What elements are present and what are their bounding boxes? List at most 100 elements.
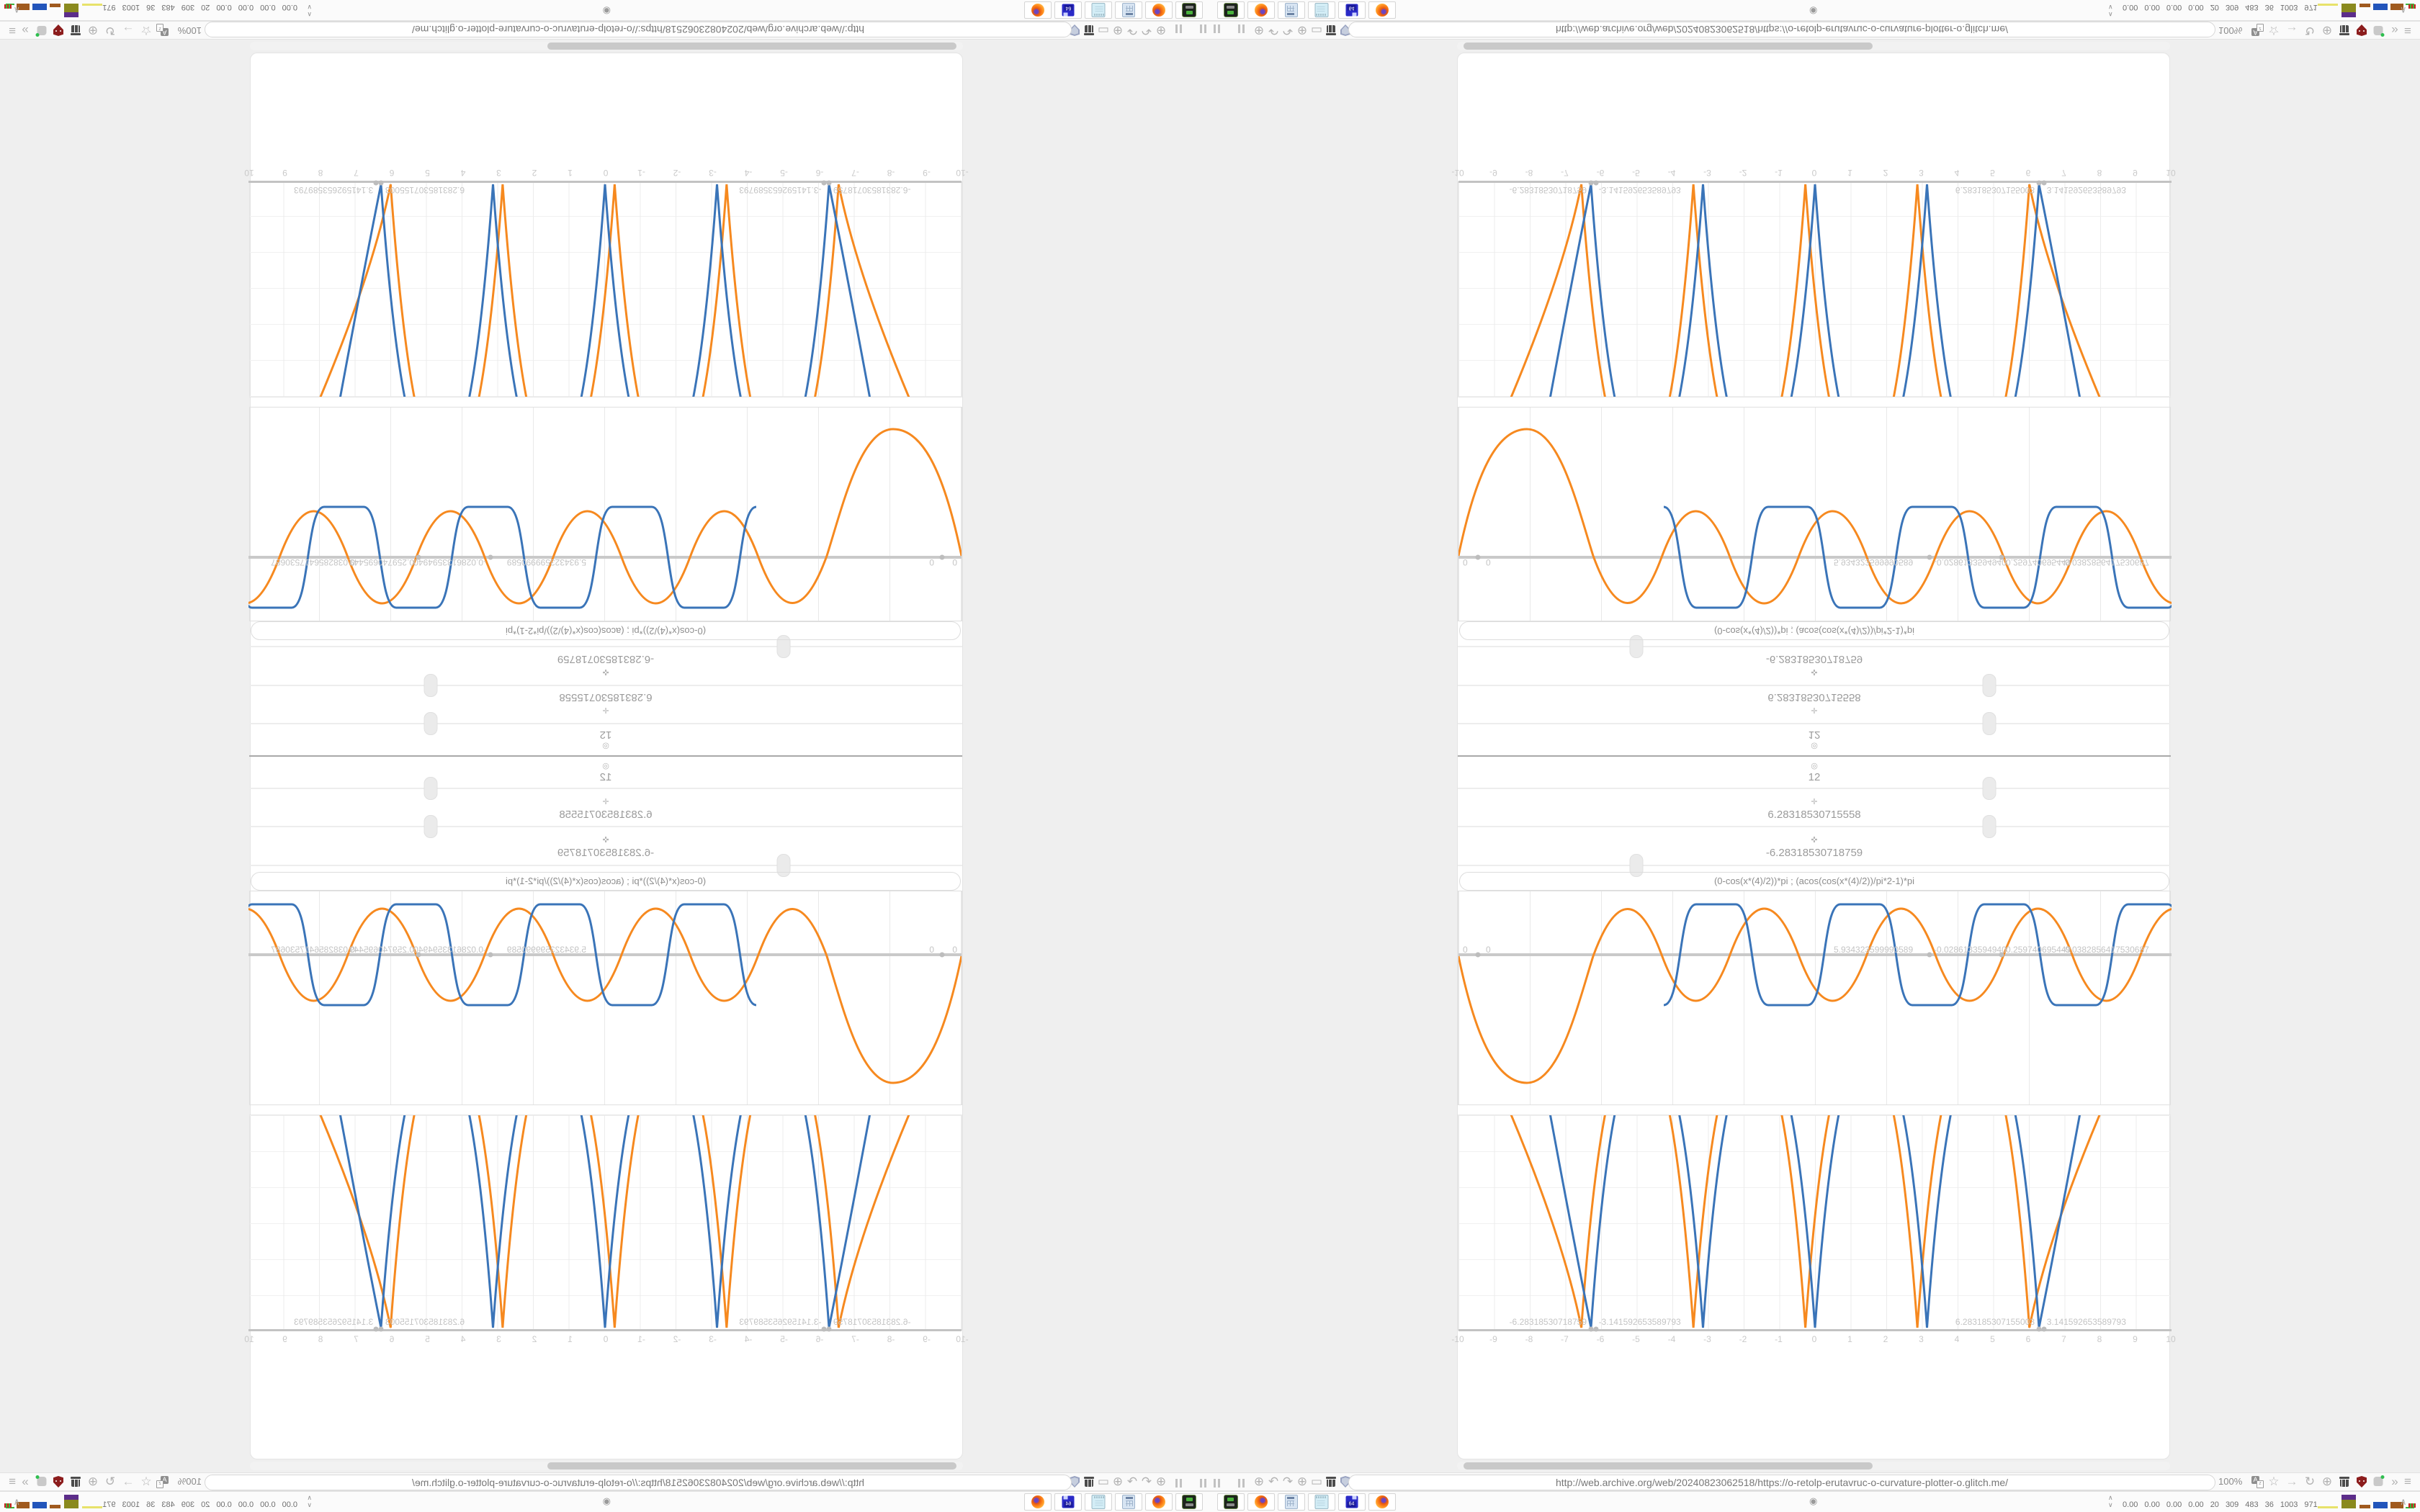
peaks-axis-dot[interactable] <box>1593 1326 1599 1332</box>
url-bar[interactable]: http://web.archive.org/web/2024082306251… <box>1348 1475 2215 1490</box>
horizontal-scrollbar-thumb[interactable] <box>547 42 956 50</box>
workspace-pager-bar[interactable] <box>1214 1479 1216 1488</box>
launcher-firefox[interactable] <box>1247 1 1275 19</box>
launcher-firefox[interactable] <box>1368 1493 1396 1511</box>
wave-chart[interactable]: 0 0 5.934323599990589 -0.0286133594940 0.2… <box>1458 891 2172 1105</box>
globe-icon[interactable]: ⊕ <box>87 1475 99 1488</box>
reload-icon[interactable]: ↻ <box>2304 24 2316 37</box>
globe-icon[interactable]: ⊕ <box>1253 24 1265 37</box>
redo-icon[interactable]: ↷ <box>1126 1475 1138 1488</box>
translate-icon[interactable]: A z <box>2251 1476 2264 1488</box>
redo-icon[interactable]: ↷ <box>1282 24 1294 37</box>
translate-icon[interactable]: A z <box>156 24 169 36</box>
launcher-firefox[interactable] <box>1024 1493 1052 1511</box>
horizontal-scrollbar-thumb[interactable] <box>547 1462 956 1470</box>
horizontal-scrollbar[interactable] <box>1457 42 2170 50</box>
overflow-chevron-icon[interactable]: » <box>22 24 29 37</box>
trash-icon[interactable] <box>2339 1477 2349 1487</box>
slider-3-thumb[interactable] <box>1629 854 1644 877</box>
peaks-axis-dot[interactable] <box>2041 1326 2047 1332</box>
wave-axis-dot[interactable] <box>1475 554 1481 560</box>
tray-center-icon[interactable]: ◉ <box>602 6 611 17</box>
bookmark-star-icon[interactable]: ☆ <box>2268 24 2280 37</box>
forward-icon[interactable]: → <box>2285 24 2298 37</box>
launcher-floppy-64[interactable]: 64 <box>1338 1 1366 19</box>
peaks-axis-dot[interactable] <box>373 1326 379 1332</box>
formula-input[interactable]: (0-cos(x*(4)/2))*pi ; (acos(cos(x*(4)/2)… <box>1459 621 2169 640</box>
hand-icon[interactable] <box>35 1475 47 1486</box>
launcher-calculator[interactable] <box>1115 1 1142 19</box>
workspace-pager-bar[interactable] <box>1175 1479 1178 1488</box>
globe-icon[interactable]: ⊕ <box>1296 1475 1308 1488</box>
horizontal-scrollbar-thumb[interactable] <box>1464 1462 1873 1470</box>
workspace-pager-bar[interactable] <box>1238 1479 1240 1488</box>
launcher-notepad[interactable] <box>1308 1 1335 19</box>
wave-axis-dot[interactable] <box>939 952 945 958</box>
workspace-pager-bar[interactable] <box>1214 24 1216 33</box>
launcher-calculator[interactable] <box>1278 1493 1305 1511</box>
launcher-emulator[interactable] <box>1217 1 1245 19</box>
globe-icon[interactable]: ⊕ <box>1253 1475 1265 1488</box>
workspace-pager-bar[interactable] <box>1204 24 1206 33</box>
overflow-chevron-icon[interactable]: » <box>2391 24 2398 37</box>
workspace-pager-bar[interactable] <box>1204 1479 1206 1488</box>
slider-1-thumb[interactable] <box>424 777 438 800</box>
forward-icon[interactable]: → <box>2285 1475 2298 1488</box>
workspace-pager-bar[interactable] <box>1218 1479 1220 1488</box>
wave-chart[interactable]: 0 0 5.934323599990589 -0.0286133594940 0.2… <box>248 891 962 1105</box>
translate-icon[interactable]: A z <box>2251 24 2264 36</box>
peaks-axis-dot[interactable] <box>373 180 379 186</box>
reload-icon[interactable]: ↻ <box>104 1475 116 1488</box>
wave-axis-dot[interactable] <box>1475 952 1481 958</box>
hand-icon[interactable] <box>2373 1475 2385 1486</box>
wave-axis-dot[interactable] <box>416 554 421 560</box>
globe-icon[interactable]: ⊕ <box>1112 24 1124 37</box>
peaks-axis-dot[interactable] <box>826 180 832 186</box>
workspace-pager-bar[interactable] <box>1180 24 1182 33</box>
tray-center-icon[interactable]: ◉ <box>1809 1495 1818 1506</box>
wave-axis-dot[interactable] <box>488 952 493 958</box>
undo-icon[interactable]: ↶ <box>1141 1475 1152 1488</box>
privacy-badger-icon[interactable] <box>53 1476 63 1488</box>
slider-2-thumb[interactable] <box>424 815 438 838</box>
peaks-axis-dot[interactable] <box>821 1326 827 1332</box>
workspace-pager-bar[interactable] <box>1218 24 1220 33</box>
trash-icon[interactable] <box>1084 25 1094 35</box>
overflow-chevron-icon[interactable]: » <box>2391 1475 2398 1488</box>
trash-icon[interactable] <box>2339 25 2349 35</box>
bookmark-star-icon[interactable]: ☆ <box>140 1475 152 1488</box>
peaks-axis-dot[interactable] <box>378 180 384 186</box>
undo-icon[interactable]: ↶ <box>1268 24 1279 37</box>
launcher-emulator[interactable] <box>1217 1493 1245 1511</box>
zoom-indicator[interactable]: 100% <box>2218 1476 2243 1487</box>
menu-icon[interactable]: ≡ <box>2404 1475 2411 1488</box>
forward-icon[interactable]: → <box>122 24 135 37</box>
wave-chart[interactable]: 0 0 5.934323599990589 -0.0286133594940 0.2… <box>248 407 962 621</box>
undo-icon[interactable]: ↶ <box>1141 24 1152 37</box>
formula-input[interactable]: (0-cos(x*(4)/2))*pi ; (acos(cos(x*(4)/2)… <box>251 872 961 891</box>
redo-icon[interactable]: ↷ <box>1282 1475 1294 1488</box>
wave-axis-dot[interactable] <box>1927 952 1932 958</box>
peaks-axis-dot[interactable] <box>821 180 827 186</box>
launcher-calculator[interactable] <box>1278 1 1305 19</box>
slider-2-thumb[interactable] <box>1982 674 1996 697</box>
tray-expand-arrow-icon[interactable]: ∧ <box>2400 5 2407 16</box>
url-bar[interactable]: http://web.archive.org/web/2024082306251… <box>1348 22 2215 37</box>
launcher-firefox[interactable] <box>1024 1 1052 19</box>
launcher-notepad[interactable] <box>1308 1493 1335 1511</box>
launcher-floppy-64[interactable]: 64 <box>1054 1493 1082 1511</box>
peaks-chart[interactable]: -6.28318530718759 -3.141592653589793 6.283… <box>248 180 962 397</box>
trash-icon[interactable] <box>1084 1477 1094 1487</box>
overflow-chevron-icon[interactable]: » <box>22 1475 29 1488</box>
folder-icon[interactable]: ▭ <box>1097 24 1110 37</box>
workspace-pager-bar[interactable] <box>1242 24 1245 33</box>
launcher-notepad[interactable] <box>1085 1 1112 19</box>
horizontal-scrollbar-thumb[interactable] <box>1464 42 1873 50</box>
trash-icon[interactable] <box>71 25 81 35</box>
zoom-indicator[interactable]: 100% <box>2218 25 2243 36</box>
bookmark-star-icon[interactable]: ☆ <box>140 24 152 37</box>
redo-icon[interactable]: ↷ <box>1126 24 1138 37</box>
peaks-chart[interactable]: -6.28318530718759 -3.141592653589793 6.283… <box>1458 180 2172 397</box>
tray-center-icon[interactable]: ◉ <box>1809 6 1818 17</box>
forward-icon[interactable]: → <box>122 1475 135 1488</box>
